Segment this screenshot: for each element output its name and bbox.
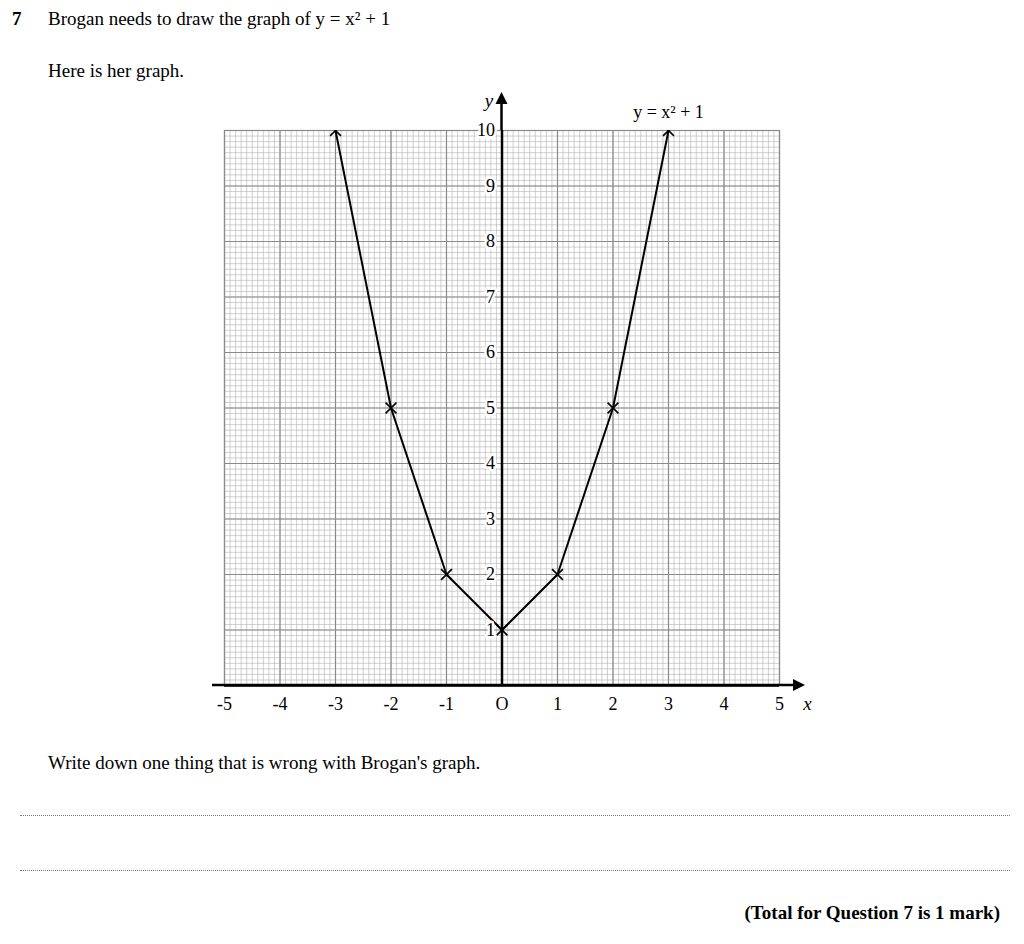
html-text:Here is her graph.: Here is her graph. xyxy=(48,60,185,81)
svg-text:2: 2 xyxy=(609,694,618,714)
html-text:(Total for Question 7 is 1 mar: (Total for Question 7 is 1 mark) xyxy=(744,902,1000,923)
svg-text:1: 1 xyxy=(553,694,562,714)
svg-text:1: 1 xyxy=(486,620,495,640)
svg-text:5: 5 xyxy=(775,694,784,714)
svg-text:7: 7 xyxy=(486,287,495,307)
svg-text:8: 8 xyxy=(486,231,495,251)
svg-text:-5: -5 xyxy=(217,694,232,714)
svg-text:-2: -2 xyxy=(384,694,399,714)
svg-text:5: 5 xyxy=(486,398,495,418)
svg-text:y: y xyxy=(483,90,494,111)
html-text:7: 7 xyxy=(12,8,22,29)
svg-text:-1: -1 xyxy=(439,694,454,714)
svg-text:y = x² + 1: y = x² + 1 xyxy=(633,102,704,122)
svg-text:2: 2 xyxy=(486,564,495,584)
svg-text:-4: -4 xyxy=(273,694,288,714)
svg-text:6: 6 xyxy=(486,342,495,362)
svg-text:3: 3 xyxy=(664,694,673,714)
html-text:Brogan needs to draw the graph: Brogan needs to draw the graph of y = x²… xyxy=(48,8,391,29)
svg-text:O: O xyxy=(496,694,509,714)
svg-text:4: 4 xyxy=(720,694,729,714)
svg-text:10: 10 xyxy=(477,120,495,140)
svg-text:4: 4 xyxy=(486,453,495,473)
svg-text:3: 3 xyxy=(486,509,495,529)
svg-text:9: 9 xyxy=(486,176,495,196)
html-text:Write down one thing that is w: Write down one thing that is wrong with … xyxy=(48,752,481,773)
svg-text:x: x xyxy=(802,693,812,714)
svg-text:-3: -3 xyxy=(328,694,343,714)
